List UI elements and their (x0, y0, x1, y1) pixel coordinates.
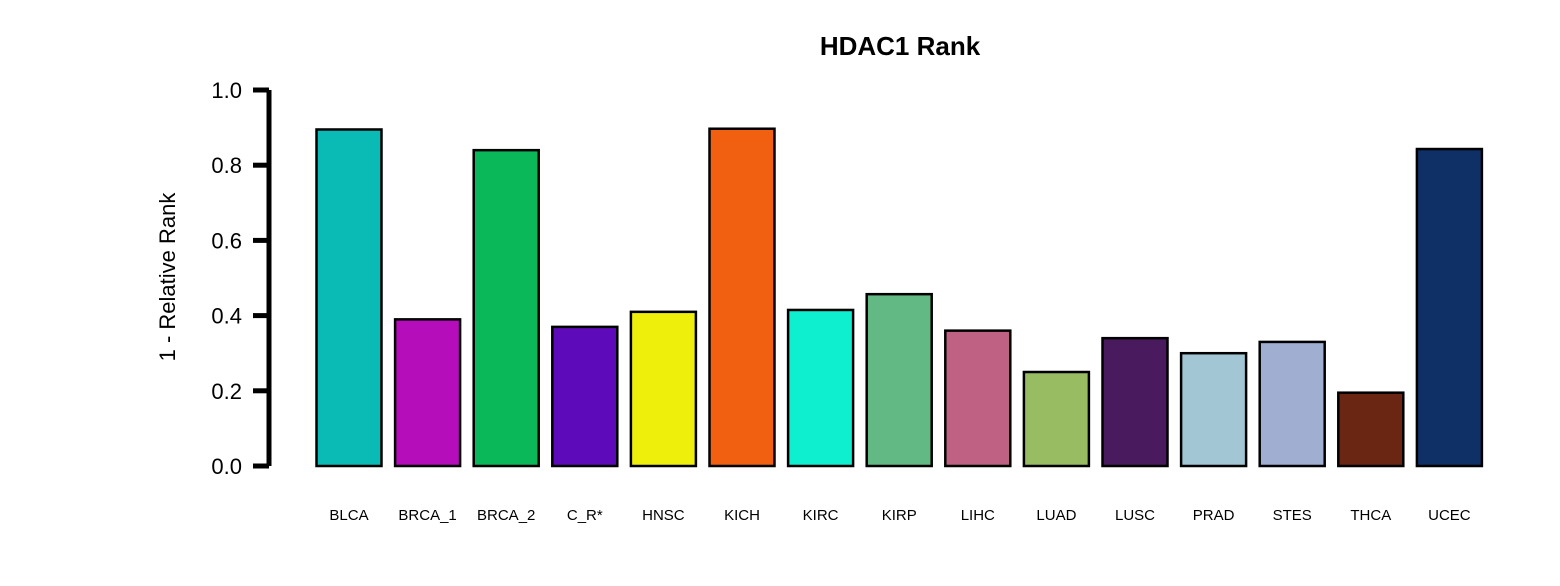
bar-blca (315, 128, 383, 468)
y-tick-label: 0.0 (211, 454, 242, 479)
bar-ucec (1415, 147, 1484, 468)
x-tick-label: UCEC (1428, 507, 1471, 524)
chart-title: HDAC1 Rank (820, 31, 981, 61)
bar-stes (1258, 340, 1326, 468)
x-tick-label: BRCA_2 (477, 507, 535, 524)
x-tick-label: STES (1273, 507, 1312, 524)
y-tick-label: 1.0 (211, 78, 242, 103)
y-axis-label: 1 - Relative Rank (155, 192, 180, 362)
bar-brca-2 (472, 148, 540, 468)
bar-hnsc (629, 310, 698, 468)
y-tick-label: 0.4 (211, 304, 242, 329)
bars-group (315, 127, 1484, 468)
y-tick-label: 0.6 (211, 228, 242, 253)
x-tick-label: HNSC (642, 507, 685, 524)
bar-kirc (786, 308, 855, 468)
bar-thca (1337, 391, 1405, 468)
x-tick-label: THCA (1350, 507, 1391, 524)
x-tick-label: KICH (724, 507, 760, 524)
x-tick-label: BLCA (329, 507, 368, 524)
x-tick-labels: BLCA BRCA_1 BRCA_2 C_R* HNSC KICH KIRC KIRP LIHC… (329, 507, 1470, 524)
bar-brca-1 (393, 318, 462, 468)
x-tick-label: KIRP (882, 507, 917, 524)
x-tick-label: LIHC (961, 507, 995, 524)
y-axis: 0.0 0.2 0.4 0.6 0.8 1.0 (211, 78, 272, 479)
bar-luad (1022, 370, 1091, 468)
x-tick-label: KIRC (803, 507, 839, 524)
bar-prad (1179, 351, 1248, 468)
bar-kich (708, 127, 776, 468)
bar-lusc (1101, 336, 1169, 468)
y-tick-label: 0.2 (211, 379, 242, 404)
bar-kirp (865, 292, 933, 468)
x-tick-label: LUAD (1036, 507, 1076, 524)
x-tick-label: PRAD (1193, 507, 1235, 524)
x-tick-label: C_R* (567, 507, 603, 524)
x-tick-label: LUSC (1115, 507, 1155, 524)
y-tick-label: 0.8 (211, 153, 242, 178)
bar-c-r (551, 325, 619, 468)
x-tick-label: BRCA_1 (398, 507, 456, 524)
bar-lihc (944, 329, 1012, 468)
